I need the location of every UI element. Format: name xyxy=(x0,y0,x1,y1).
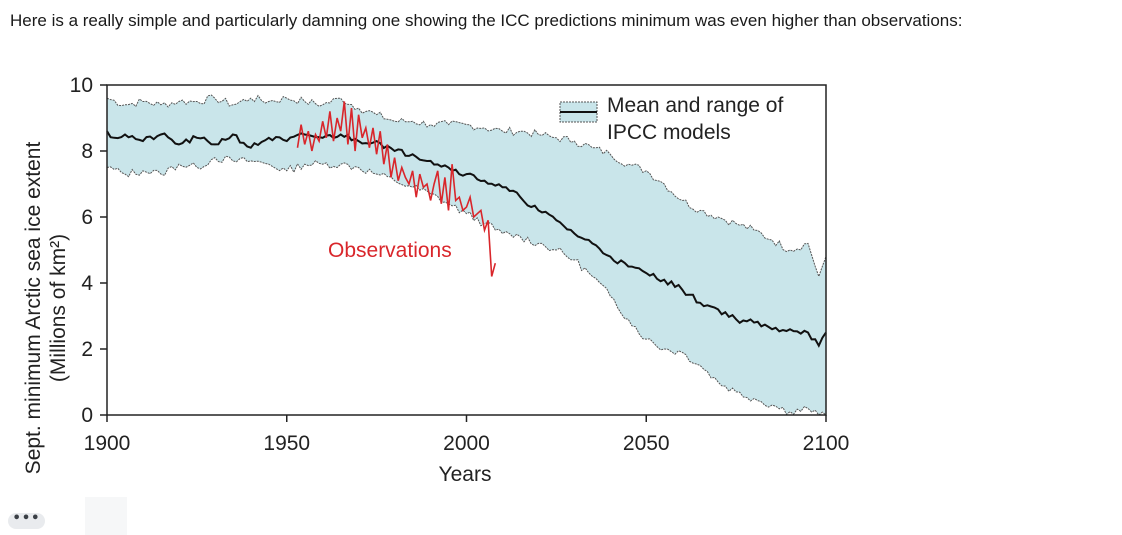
observations-line xyxy=(296,101,497,277)
chart-svg: 1900 1950 2000 2050 2100 0 2 4 6 8 10 Years Sept.… xyxy=(22,74,850,486)
x-tick-label: 1950 xyxy=(263,432,310,455)
model-mean-line xyxy=(106,130,827,348)
observations-annotation: Observations xyxy=(328,239,452,262)
faded-thumbnail xyxy=(85,497,127,535)
x-tick-label: 1900 xyxy=(84,432,131,455)
model-range-upper-edge xyxy=(106,94,827,278)
legend-label-line1: Mean and range of xyxy=(607,94,783,117)
model-range-band xyxy=(107,95,826,415)
x-tick-label: 2000 xyxy=(443,432,490,455)
y-tick-label: 4 xyxy=(81,272,93,295)
legend-label-line2: IPCC models xyxy=(607,121,731,144)
y-tick-label: 6 xyxy=(81,206,93,229)
y-tick-label: 0 xyxy=(81,404,93,427)
chart-legend: Mean and range of IPCC models xyxy=(559,94,783,144)
y-axis-label-line1: Sept. minimum Arctic sea ice extent xyxy=(22,142,45,475)
more-options-button[interactable]: ••• xyxy=(8,512,45,529)
y-tick-label: 2 xyxy=(81,338,93,361)
model-range-lower-edge xyxy=(106,155,827,416)
post-text: Here is a really simple and particularly… xyxy=(10,11,963,30)
sea-ice-chart: 1900 1950 2000 2050 2100 0 2 4 6 8 10 Years Sept.… xyxy=(0,55,880,495)
x-tick-label: 2100 xyxy=(803,432,850,455)
x-axis-label: Years xyxy=(439,463,492,486)
x-tick-label: 2050 xyxy=(623,432,670,455)
y-axis: 0 2 4 6 8 10 xyxy=(70,74,107,427)
y-tick-label: 8 xyxy=(81,140,93,163)
y-tick-label: 10 xyxy=(70,74,93,97)
x-axis: 1900 1950 2000 2050 2100 xyxy=(84,415,850,455)
y-axis-label-line2: (Millions of km²) xyxy=(47,234,70,382)
